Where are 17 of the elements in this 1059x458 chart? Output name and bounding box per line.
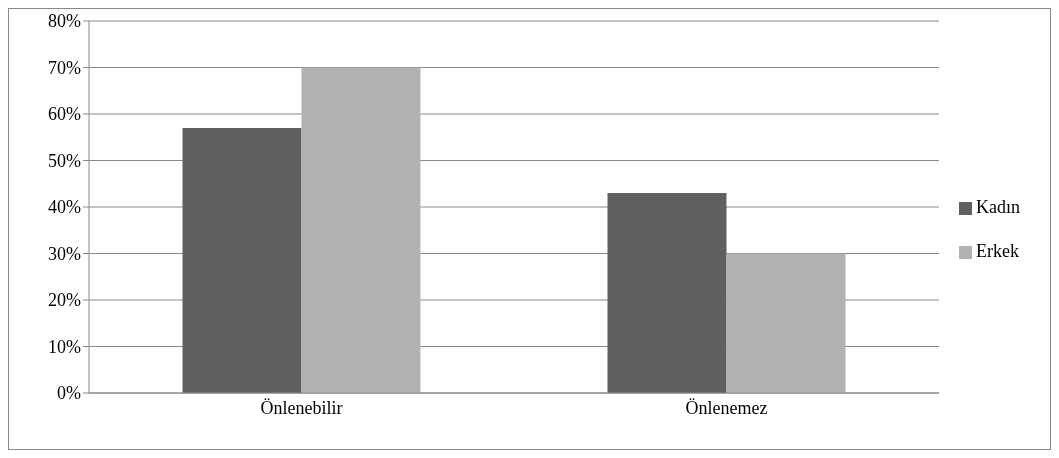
y-tick-label: 20% <box>48 290 81 311</box>
bar <box>182 127 302 393</box>
x-tick-label: Önlenebilir <box>260 397 343 418</box>
legend-label: Kadın <box>976 197 1020 217</box>
y-tick-label: 40% <box>48 197 81 218</box>
y-tick-label: 30% <box>48 243 81 264</box>
y-tick-label: 10% <box>48 336 81 357</box>
y-tick-label: 0% <box>57 383 81 404</box>
bar <box>301 67 421 393</box>
bar <box>607 193 727 393</box>
bar <box>726 253 846 393</box>
y-tick-label: 70% <box>48 57 81 78</box>
y-tick-label: 60% <box>48 104 81 125</box>
x-tick-label: Önlenemez <box>685 397 768 418</box>
legend-label: Erkek <box>976 241 1019 261</box>
y-tick-label: 80% <box>48 11 81 32</box>
y-tick-label: 50% <box>48 150 81 171</box>
